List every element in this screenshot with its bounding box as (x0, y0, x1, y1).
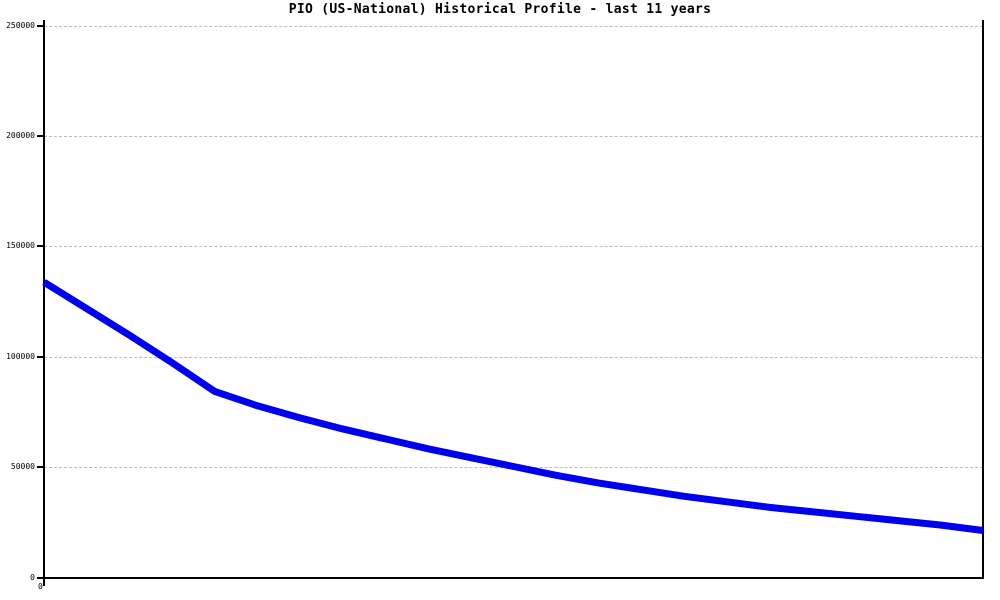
x-tick-mark-first (43, 560, 45, 578)
y-tick-label-200000: 200000 (6, 131, 35, 140)
gridline-200000 (44, 136, 983, 137)
y-tick-label-0: 0 (30, 573, 35, 582)
y-tick-label-100000: 100000 (6, 352, 35, 361)
y-axis-line (43, 20, 45, 586)
plot-right-border (982, 20, 984, 579)
gridline-250000 (44, 26, 983, 27)
y-tick-mark-150000 (37, 245, 44, 247)
gridline-150000 (44, 246, 983, 247)
y-tick-label-50000: 50000 (10, 462, 35, 471)
gridline-100000 (44, 357, 983, 358)
y-tick-label-150000: 150000 (6, 241, 35, 250)
y-tick-label-250000: 250000 (6, 21, 35, 30)
y-tick-mark-250000 (37, 25, 44, 27)
y-tick-mark-0 (37, 577, 44, 579)
y-tick-mark-200000 (37, 135, 44, 137)
x-tick-label-first: 0 (38, 583, 43, 591)
x-axis-line (44, 577, 984, 579)
series-line-pio (42, 279, 984, 535)
y-tick-mark-100000 (37, 356, 44, 358)
y-tick-mark-50000 (37, 466, 44, 468)
gridline-50000 (44, 467, 983, 468)
chart-title: PIO (US-National) Historical Profile - l… (288, 2, 712, 17)
